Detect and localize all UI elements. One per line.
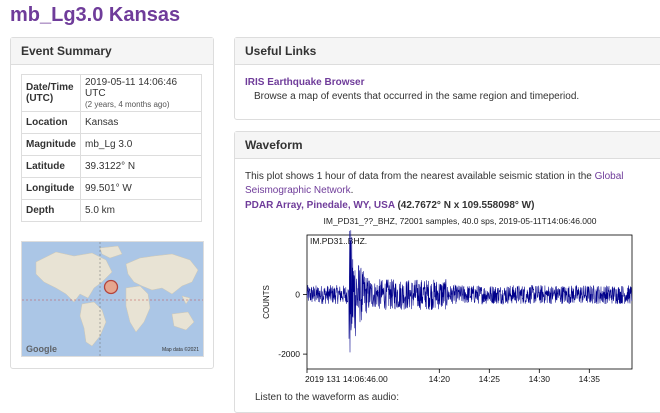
map-attribution: Map data ©2021 — [161, 347, 199, 353]
x-tick-label: 14:30 — [529, 374, 551, 384]
world-map-image — [22, 242, 203, 356]
x-tick-label: 2019 131 14:06:46.00 — [305, 374, 388, 384]
waveform-panel: Waveform This plot shows 1 hour of data … — [234, 131, 660, 413]
table-row: Location Kansas — [21, 111, 202, 134]
depth-label: Depth — [21, 199, 81, 222]
waveform-heading: Waveform — [235, 132, 660, 159]
trace-label: IM.PD31..BHZ. — [310, 236, 367, 246]
chart-title: IM_PD31_??_BHZ, 72001 samples, 40.0 sps,… — [324, 216, 597, 226]
gsn-link[interactable]: Global Seismographic Network — [245, 171, 624, 196]
depth-value: 5.0 km — [80, 199, 202, 222]
iris-browser-link[interactable]: IRIS Earthquake Browser — [245, 77, 365, 88]
table-row: Depth 5.0 km — [21, 199, 202, 222]
event-summary-table: Date/Time (UTC) 2019-05-11 14:06:46 UTC(… — [21, 74, 202, 222]
datetime-label: Date/Time (UTC) — [21, 74, 81, 112]
y-tick-label: 0 — [295, 290, 300, 300]
datetime-value: 2019-05-11 14:06:46 UTC — [85, 76, 178, 99]
datetime-ago: (2 years, 4 months ago) — [85, 99, 170, 109]
magnitude-label: Magnitude — [21, 133, 81, 156]
y-tick-label: -2000 — [278, 349, 300, 359]
table-row: Latitude 39.3122° N — [21, 155, 202, 178]
waveform-desc-text: This plot shows 1 hour of data from the … — [245, 171, 595, 182]
useful-links-heading: Useful Links — [235, 38, 660, 65]
waveform-trace — [306, 230, 633, 353]
google-logo: Google — [26, 344, 57, 354]
table-row: Date/Time (UTC) 2019-05-11 14:06:46 UTC(… — [21, 74, 202, 112]
event-marker[interactable] — [103, 279, 119, 295]
waveform-chart[interactable]: IM_PD31_??_BHZ, 72001 samples, 40.0 sps,… — [243, 214, 653, 389]
event-summary-heading: Event Summary — [11, 38, 213, 65]
station-line: PDAR Array, Pinedale, WY, USA (42.7672° … — [245, 200, 534, 211]
latitude-value: 39.3122° N — [80, 155, 202, 178]
waveform-desc-end: . — [350, 185, 354, 196]
longitude-value: 99.501° W — [80, 177, 202, 200]
world-map[interactable]: Google Map data ©2021 — [21, 241, 204, 357]
waveform-description: This plot shows 1 hour of data from the … — [245, 170, 657, 198]
page-title: mb_Lg3.0 Kansas — [10, 4, 181, 26]
event-summary-panel: Event Summary Date/Time (UTC) 2019-05-11… — [10, 37, 214, 369]
x-tick-label: 14:20 — [429, 374, 451, 384]
useful-links-panel: Useful Links IRIS Earthquake Browser Bro… — [234, 37, 660, 120]
latitude-label: Latitude — [21, 155, 81, 178]
audio-label: Listen to the waveform as audio: — [255, 392, 399, 403]
x-tick-label: 14:25 — [479, 374, 501, 384]
table-row: Longitude 99.501° W — [21, 177, 202, 200]
x-tick-label: 14:35 — [579, 374, 601, 384]
magnitude-value: mb_Lg 3.0 — [80, 133, 202, 156]
datetime-cell: 2019-05-11 14:06:46 UTC (2 years, 4 month… — [80, 74, 202, 112]
location-label: Location — [21, 111, 81, 134]
station-link[interactable]: PDAR Array, Pinedale, WY, USA — [245, 200, 395, 211]
location-value: Kansas — [80, 111, 202, 134]
station-coords: (42.7672° N x 109.558098° W) — [397, 200, 535, 211]
table-row: Magnitude mb_Lg 3.0 — [21, 133, 202, 156]
y-axis-label: COUNTS — [262, 285, 271, 319]
longitude-label: Longitude — [21, 177, 81, 200]
iris-browser-desc: Browse a map of events that occurred in … — [254, 91, 580, 102]
